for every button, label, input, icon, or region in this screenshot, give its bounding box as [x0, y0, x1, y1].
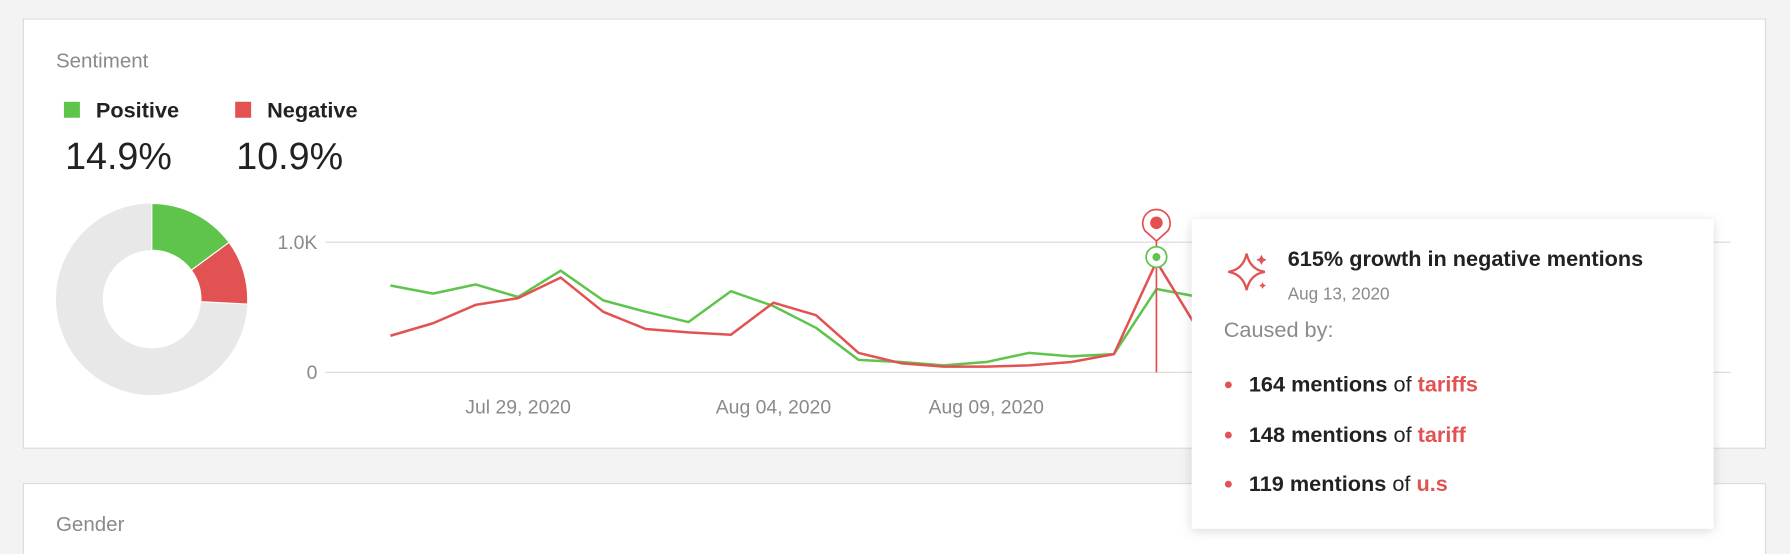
cause-item: 119 mentions of u.s [1249, 471, 1448, 496]
x-tick-label: Jul 29, 2020 [465, 396, 571, 418]
bullet [1224, 480, 1232, 488]
line-series [390, 260, 1201, 368]
legend-swatch [235, 101, 252, 118]
card-title: Gender [56, 513, 125, 536]
legend-label: Negative [267, 98, 357, 123]
term[interactable]: u.s [1416, 471, 1447, 496]
term[interactable]: tariff [1418, 422, 1467, 447]
of: of [1394, 422, 1413, 447]
tooltip-box [1191, 219, 1714, 529]
y-tick-label: 0 [307, 362, 318, 384]
caused-by: Caused by: [1224, 317, 1334, 342]
mention-count: 164 mentions [1249, 372, 1388, 397]
of: of [1392, 471, 1411, 496]
y-tick-label: 1.0K [277, 232, 317, 254]
cause-item: 148 mentions of tariff [1249, 422, 1467, 447]
card-title: Sentiment [56, 50, 149, 73]
of: of [1394, 372, 1413, 397]
legend-label: Positive [96, 98, 179, 123]
bullet [1224, 381, 1232, 389]
mention-count: 148 mentions [1249, 422, 1388, 447]
x-tick-label: Aug 04, 2020 [716, 396, 832, 418]
tooltip: 615% growth in negative mentions Aug 13,… [1191, 219, 1714, 529]
mention-count: 119 mentions [1249, 471, 1386, 496]
percent-label: 10.9% [236, 135, 343, 177]
legend-swatch [63, 101, 80, 118]
event-pin-dot [1150, 216, 1163, 230]
percent-label: 14.9% [65, 135, 172, 177]
bullet [1224, 431, 1232, 439]
donut-slice [190, 241, 249, 305]
tooltip-title: 615% growth in negative mentions [1288, 246, 1644, 271]
x-tick-label: Aug 09, 2020 [929, 396, 1045, 418]
event-pin-dot [1152, 253, 1161, 262]
charts: Positive 14.9% Negative 10.9% 0 1.0K Jul 29, 2… [55, 98, 1731, 418]
cause-item: 164 mentions of tariffs [1249, 372, 1478, 397]
tooltip-date: Aug 13, 2020 [1288, 284, 1390, 303]
term[interactable]: tariffs [1418, 372, 1478, 397]
line-series [390, 269, 1200, 367]
sparkle-icon [1256, 254, 1267, 289]
sparkle-icon [1228, 253, 1266, 291]
